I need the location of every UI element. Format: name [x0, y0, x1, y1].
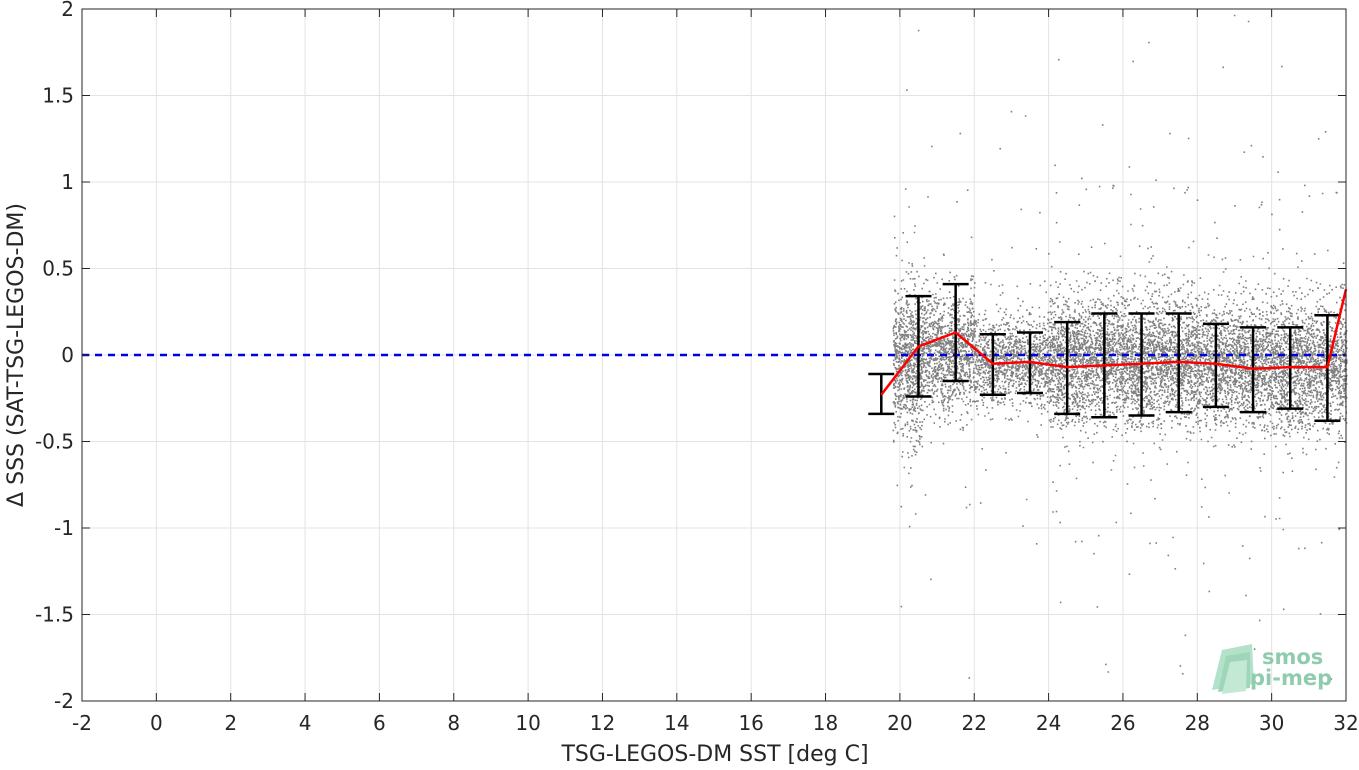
y-tick-label: -2	[54, 689, 74, 713]
y-tick-label: 0.5	[42, 257, 74, 281]
scatter-points	[892, 14, 1348, 680]
x-tick-label: 24	[1036, 711, 1061, 735]
x-tick-label: 6	[373, 711, 386, 735]
y-axis-ticks: -2 -1.5 -1 -0.5 0 0.5 1 1.5 2	[35, 0, 1346, 713]
x-tick-label: 10	[515, 711, 540, 735]
y-tick-label: -1	[54, 516, 74, 540]
logo-text-smos: smos	[1262, 645, 1323, 669]
x-axis-ticks: -2 0 2 4 6 8 10 12 14 16 18 20 22 24 26 28 30 32	[72, 9, 1359, 735]
scatter-point-cloud	[892, 14, 1348, 680]
x-tick-label: -2	[72, 711, 92, 735]
x-tick-label: 8	[447, 711, 460, 735]
x-tick-label: 28	[1185, 711, 1210, 735]
x-tick-label: 18	[813, 711, 838, 735]
y-tick-label: 1	[61, 170, 74, 194]
y-tick-label: -0.5	[35, 430, 74, 454]
y-tick-label: 2	[61, 0, 74, 21]
error-bar	[1202, 322, 1229, 409]
x-tick-label: 26	[1110, 711, 1135, 735]
x-tick-label: 30	[1259, 711, 1284, 735]
x-tick-label: 2	[224, 711, 237, 735]
x-tick-label: 12	[590, 711, 615, 735]
y-tick-label: -1.5	[35, 603, 74, 627]
x-tick-label: 20	[887, 711, 912, 735]
x-tick-label: 0	[150, 711, 163, 735]
x-axis-label: TSG-LEGOS-DM SST [deg C]	[560, 742, 868, 767]
y-tick-label: 1.5	[42, 84, 74, 108]
x-tick-label: 22	[962, 711, 987, 735]
smos-pi-mep-logo: smos pi-mep	[1212, 644, 1332, 694]
binned-mean-line	[880, 289, 1348, 396]
x-tick-label: 4	[299, 711, 312, 735]
y-tick-label: 0	[61, 343, 74, 367]
mean-line	[880, 289, 1348, 396]
x-tick-label: 32	[1333, 711, 1358, 735]
logo-text-pi-mep: pi-mep	[1250, 666, 1332, 690]
x-tick-label: 14	[664, 711, 689, 735]
x-tick-label: 16	[738, 711, 763, 735]
logo-emblem-icon	[1212, 644, 1254, 694]
y-axis-label: Δ SSS (SAT-TSG-LEGOS-DM)	[4, 203, 29, 507]
